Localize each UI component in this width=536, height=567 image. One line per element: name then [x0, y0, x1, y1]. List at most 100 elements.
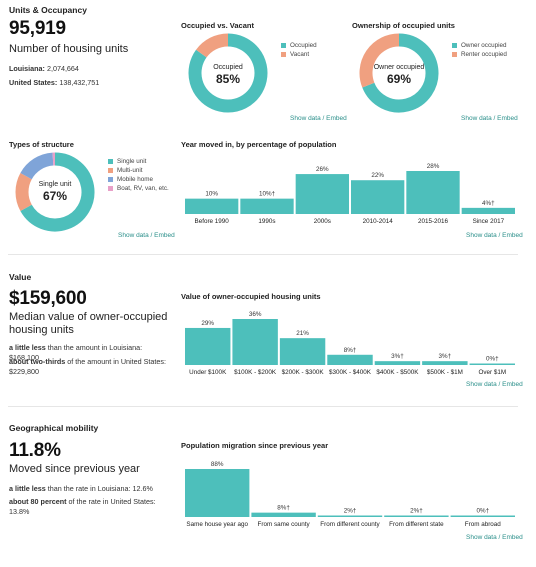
moved-in-bar-chart: 10% Before 1990 10%† 1990s 26% 2000s 22% 2010-2… — [185, 163, 515, 225]
donut-slice-multi-unit[interactable] — [15, 172, 32, 212]
bar-1990s[interactable] — [240, 198, 294, 214]
bar-category-label: 2000s — [314, 218, 331, 225]
moved-in-show-data-link[interactable]: Show data / Embed — [466, 232, 523, 239]
us-label: United States: — [9, 78, 58, 87]
bar-2015-2016[interactable] — [406, 171, 460, 214]
bar-100k-200k[interactable] — [232, 319, 278, 365]
bar-from-same-county[interactable] — [251, 512, 316, 517]
bar-2000s[interactable] — [295, 174, 349, 214]
louisiana-label: Louisiana: — [9, 64, 45, 73]
divider-2 — [8, 406, 518, 407]
mobility-us-comparison: about 80 percent of the rate in United S… — [9, 497, 156, 516]
bar-value-label: 3%† — [391, 353, 404, 360]
bar-value-label: 36% — [249, 311, 262, 318]
mobility-chart-title: Population migration since previous year — [181, 441, 329, 450]
bar-2010-2014[interactable] — [351, 180, 405, 214]
bar-category-label: 2010-2014 — [363, 218, 394, 225]
value-chart-title: Value of owner-occupied housing units — [181, 292, 321, 301]
louisiana-comparison: Louisiana: 2,074,664 — [9, 64, 79, 74]
structure-center-label: Single unit — [39, 181, 72, 188]
occupied-center-label: Occupied — [213, 64, 243, 71]
bar-category-label: Since 2017 — [473, 218, 505, 225]
bar-from-different-county[interactable] — [317, 515, 383, 518]
occupied-show-data-link[interactable]: Show data / Embed — [290, 115, 347, 122]
bar-same-house-year-ago[interactable] — [185, 469, 250, 517]
us-value: 138,432,751 — [59, 78, 100, 87]
moved-rate-label: Moved since previous year — [9, 463, 140, 475]
bar-since-2017[interactable] — [461, 207, 515, 214]
housing-units-count: 95,919 — [9, 18, 66, 39]
moved-in-title: Year moved in, by percentage of populati… — [181, 140, 337, 149]
bar-500k-1m[interactable] — [422, 361, 468, 365]
donut-slice-vacant[interactable] — [196, 33, 229, 58]
legend-mobile-home: Mobile home — [108, 176, 153, 183]
bar-category-label: Under $100K — [189, 369, 227, 376]
legend-occupied: Occupied — [281, 42, 317, 49]
divider-1 — [8, 254, 518, 255]
occupied-vacant-donut: Occupied 85% — [188, 33, 268, 113]
structure-donut: Single unit 67% — [15, 152, 95, 232]
moved-rate: 11.8% — [9, 440, 61, 461]
median-value: $159,600 — [9, 288, 87, 309]
bar-value-label: 10% — [205, 191, 218, 198]
mobility-louisiana-comparison: a little less than the rate in Louisiana… — [9, 484, 153, 493]
structure-show-data-link[interactable]: Show data / Embed — [118, 232, 175, 239]
bar-300k-400k[interactable] — [327, 354, 373, 365]
legend-renter-occupied: Renter occupied — [452, 51, 507, 58]
bar-value-label: 0%† — [486, 356, 499, 363]
value-show-data-link[interactable]: Show data / Embed — [466, 381, 523, 388]
bar-category-label: $400K - $500K — [376, 369, 419, 376]
mobility-section-title: Geographical mobility — [9, 423, 99, 433]
bar-value-label: 2%† — [410, 508, 423, 515]
value-section-title: Value — [9, 272, 32, 282]
housing-units-label: Number of housing units — [9, 43, 129, 55]
donut-slice-renter-occupied[interactable] — [359, 33, 400, 88]
bar-category-label: From different state — [389, 521, 444, 528]
bar-under-100k[interactable] — [185, 327, 231, 365]
legend-vacant: Vacant — [281, 51, 309, 58]
legend-boat-rv: Boat, RV, van, etc. — [108, 185, 169, 192]
legend-multi-unit: Multi-unit — [108, 167, 143, 174]
bar-before-1990[interactable] — [185, 198, 239, 214]
bar-value-label: 26% — [316, 166, 329, 173]
donut-slice-mobile-home[interactable] — [20, 152, 54, 180]
legend-single-unit: Single unit — [108, 158, 146, 165]
value-bar-chart: 29% Under $100K 36% $100K - $200K 21% $200K -… — [185, 311, 515, 376]
bar-value-label: 8%† — [344, 347, 357, 354]
bar-category-label: 1990s — [258, 218, 275, 225]
mobility-show-data-link[interactable]: Show data / Embed — [466, 534, 523, 541]
bar-over-1m[interactable] — [469, 363, 515, 366]
bar-value-label: 4%† — [482, 200, 495, 207]
bar-category-label: $500K - $1M — [427, 369, 463, 376]
bar-category-label: From different county — [320, 521, 380, 528]
bar-400k-500k[interactable] — [374, 361, 421, 365]
structure-center-value: 67% — [43, 189, 67, 203]
bar-category-label: From same county — [258, 521, 311, 528]
bar-from-abroad[interactable] — [450, 515, 515, 518]
value-us-comparison: about two-thirds of the amount in United… — [9, 357, 166, 376]
bar-value-label: 29% — [201, 320, 214, 327]
bar-value-label: 28% — [427, 163, 440, 170]
bar-from-different-state[interactable] — [384, 515, 449, 518]
bar-category-label: $100K - $200K — [234, 369, 277, 376]
bar-value-label: 88% — [211, 461, 224, 468]
bar-category-label: From abroad — [465, 521, 502, 528]
ownership-show-data-link[interactable]: Show data / Embed — [461, 115, 518, 122]
donut-slice-occupied[interactable] — [188, 33, 268, 113]
bar-value-label: 10%† — [259, 191, 276, 198]
ownership-title: Ownership of occupied units — [352, 21, 455, 30]
mobility-bar-chart: 88% Same house year ago 8%† From same count… — [185, 461, 515, 528]
ownership-center-value: 69% — [387, 72, 411, 86]
bar-value-label: 21% — [296, 330, 309, 337]
bar-category-label: Same house year ago — [186, 521, 248, 528]
structure-title: Types of structure — [9, 140, 74, 149]
donut-slice-owner-occupied[interactable] — [362, 33, 439, 113]
bar-category-label: Over $1M — [478, 369, 506, 376]
bar-category-label: 2015-2016 — [418, 218, 449, 225]
donut-slice-single-unit[interactable] — [20, 152, 95, 232]
bar-200k-300k[interactable] — [279, 338, 326, 365]
louisiana-value: 2,074,664 — [46, 64, 79, 73]
us-comparison: United States: 138,432,751 — [9, 78, 99, 88]
bar-value-label: 8%† — [277, 505, 290, 512]
median-value-label: Median value of owner-occupied housing u… — [9, 311, 168, 336]
